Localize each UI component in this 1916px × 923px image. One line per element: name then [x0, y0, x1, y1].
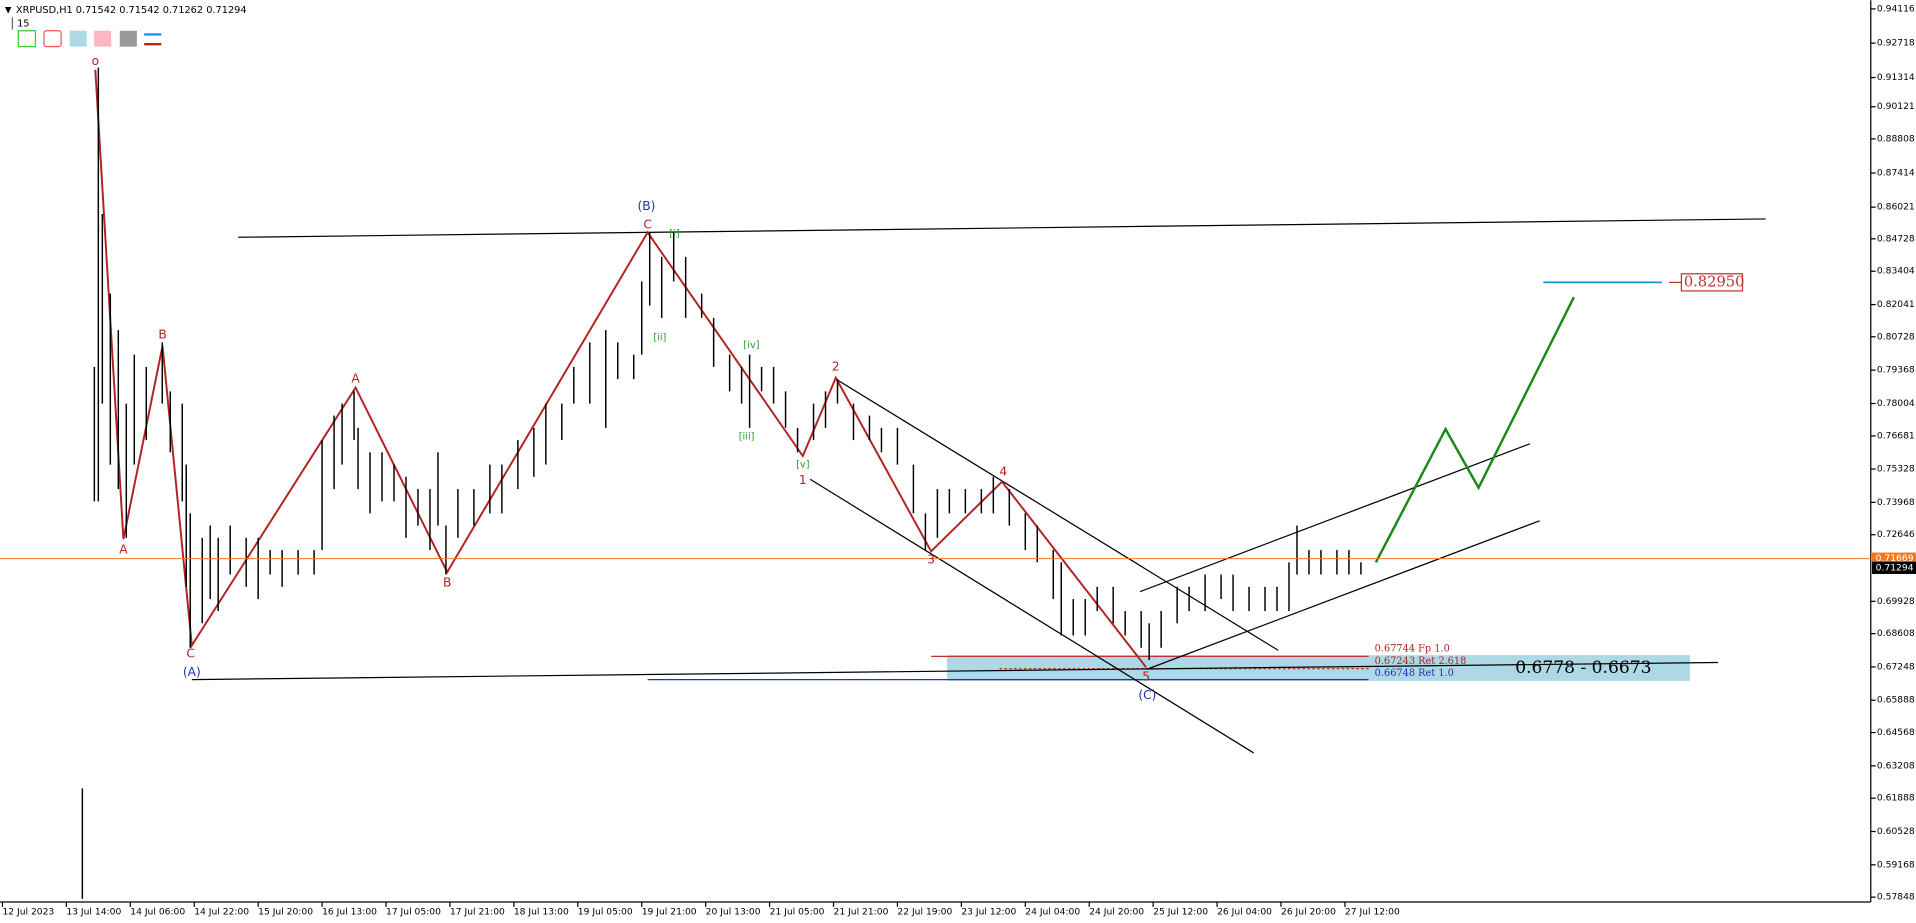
y-tick-label: 0.88808	[1877, 133, 1915, 144]
x-tick-label: 18 Jul 13:00	[514, 906, 569, 917]
y-tick-label: 0.86021	[1877, 202, 1915, 213]
y-tick-label: 0.80728	[1877, 331, 1915, 342]
x-tick-label: 14 Jul 22:00	[194, 906, 249, 917]
x-tick-label: 15 Jul 20:00	[258, 906, 313, 917]
y-tick-label: 0.72646	[1877, 529, 1915, 540]
y-tick-label: 0.78004	[1877, 398, 1915, 409]
y-tick-label: 0.61888	[1877, 793, 1915, 804]
y-tick-label: 0.64568	[1877, 727, 1915, 738]
x-tick-label: 13 Jul 14:00	[66, 906, 121, 917]
symbol: XRPUSD,H1	[16, 5, 73, 16]
wave-label: C	[643, 218, 652, 232]
bid-label-box	[1872, 552, 1916, 565]
fib-label: 0.67744 Fp 1.0	[1375, 644, 1450, 655]
wave-label: 4	[999, 464, 1007, 478]
trendline	[191, 661, 1719, 681]
y-tick-label: 0.57848	[1877, 892, 1915, 903]
y-tick-label: 0.68608	[1877, 628, 1915, 639]
x-tick-label: 20 Jul 13:00	[706, 906, 761, 917]
wave-label: o	[92, 54, 99, 68]
x-tick-label: 12 Jul 2023	[2, 906, 54, 917]
x-tick-label: 17 Jul 21:00	[450, 906, 505, 917]
trendlines	[191, 218, 1766, 754]
y-tick-label: 0.65888	[1877, 695, 1915, 706]
y-tick-label: 0.91314	[1877, 72, 1915, 83]
y-tick-label: 0.59168	[1877, 859, 1915, 870]
x-tick-label: 22 Jul 19:00	[897, 906, 952, 917]
y-tick-label: 0.75328	[1877, 464, 1915, 475]
wave-label: 3	[927, 552, 935, 566]
target-label: 0.82950	[1684, 273, 1745, 290]
wave-label: 2	[832, 359, 840, 373]
x-tick-label: 24 Jul 04:00	[1025, 906, 1080, 917]
x-tick-label: 19 Jul 21:00	[642, 906, 697, 917]
wave-label: B	[158, 328, 166, 342]
x-tick-label: 19 Jul 05:00	[578, 906, 633, 917]
wave-label: [iii]	[739, 431, 755, 442]
trendline	[1139, 443, 1531, 593]
wave-label: [i]	[669, 229, 679, 240]
wave-label: A	[119, 543, 128, 557]
y-tick-label: 0.83404	[1877, 266, 1915, 277]
wave-label: [ii]	[653, 332, 666, 343]
x-tick-label: 17 Jul 05:00	[386, 906, 441, 917]
x-tick-label: 27 Jul 12:00	[1345, 906, 1400, 917]
y-tick-label: 0.73968	[1877, 497, 1915, 508]
wave-label: (C)	[1138, 688, 1156, 702]
wave-label: (B)	[637, 199, 655, 213]
target-box	[1680, 273, 1744, 292]
y-tick-label: 0.87414	[1877, 168, 1915, 179]
projection-path	[1374, 296, 1575, 563]
y-tick-label: 0.84728	[1877, 233, 1915, 244]
y-tick-label: 0.67248	[1877, 661, 1915, 672]
trendline	[238, 218, 1766, 238]
y-tick-label: 0.69928	[1877, 596, 1915, 607]
collapse-arrow: ▼	[5, 5, 12, 15]
icon	[69, 30, 87, 47]
wave-label: 1	[799, 473, 807, 487]
y-tick-label: 0.82041	[1877, 299, 1915, 310]
last-label: 0.71294	[1876, 562, 1914, 573]
wave-label: C	[186, 646, 195, 660]
x-tick-label: 23 Jul 12:00	[961, 906, 1016, 917]
icon	[119, 30, 137, 47]
icon	[94, 30, 112, 47]
wave-label: A	[351, 372, 360, 386]
y-tick-label: 0.79368	[1877, 365, 1915, 376]
wave-label: B	[443, 576, 451, 590]
icon	[17, 30, 37, 48]
x-tick-label: 14 Jul 06:00	[130, 906, 185, 917]
y-tick-label: 0.94116	[1877, 3, 1915, 14]
x-tick-label: 26 Jul 04:00	[1217, 906, 1272, 917]
bid-label: 0.71669	[1876, 553, 1914, 564]
x-tick-label: 25 Jul 12:00	[1153, 906, 1208, 917]
period: 15	[17, 18, 29, 29]
wave-label: 5	[1142, 670, 1150, 684]
y-tick-label: 0.90121	[1877, 101, 1915, 112]
x-tick-label: 24 Jul 20:00	[1089, 906, 1144, 917]
toolbar-icons	[17, 30, 162, 48]
x-tick-label: 21 Jul 21:00	[834, 906, 889, 917]
trendline	[809, 478, 1255, 754]
x-tick-label: 21 Jul 05:00	[770, 906, 825, 917]
zone-label: 0.6778 - 0.6673	[1515, 658, 1651, 678]
y-tick-label: 0.63208	[1877, 760, 1915, 771]
wave-zigzag	[94, 69, 1147, 668]
y-tick-label: 0.60528	[1877, 826, 1915, 837]
y-tick-label: 0.92718	[1877, 38, 1915, 49]
x-tick-label: 16 Jul 13:00	[322, 906, 377, 917]
wave-label: [v]	[796, 460, 809, 471]
wave-label: (A)	[183, 665, 201, 679]
quote: 0.71542 0.71542 0.71262 0.71294	[76, 5, 247, 16]
fib-label: 0.66748 Ret 1.0	[1375, 668, 1454, 679]
fib-label: 0.67243 Ret 2.618	[1375, 656, 1467, 667]
icon	[43, 30, 62, 48]
last-label-box	[1872, 561, 1916, 574]
x-tick-label: 26 Jul 20:00	[1281, 906, 1336, 917]
y-tick-label: 0.76681	[1877, 430, 1915, 441]
wave-label: [iv]	[743, 340, 759, 351]
trendline	[1148, 520, 1540, 670]
